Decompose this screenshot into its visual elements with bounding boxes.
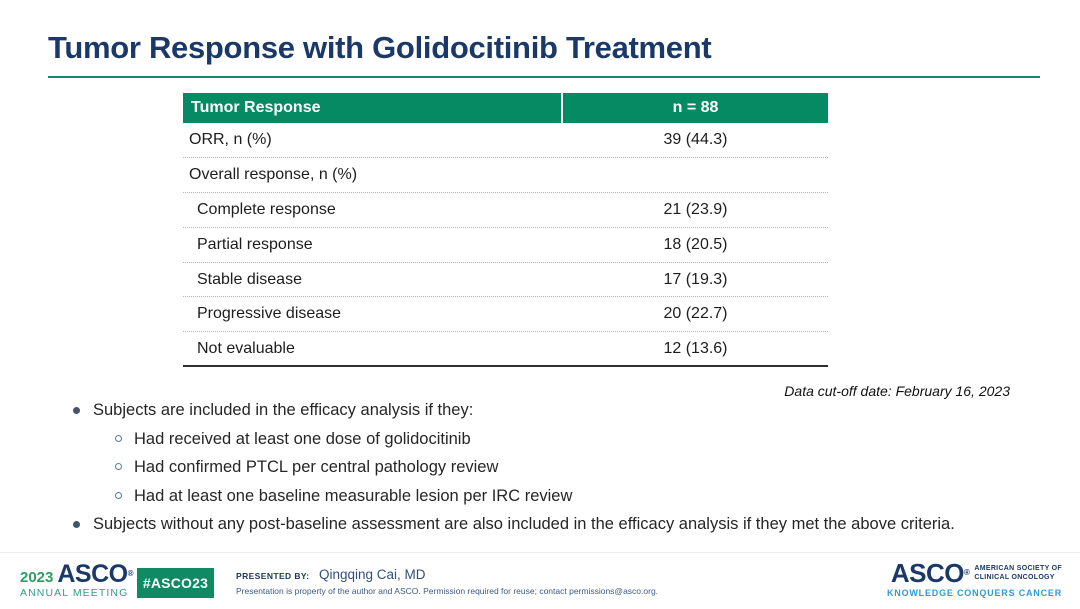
- bullet-text: Had received at least one dose of golido…: [134, 429, 471, 448]
- presented-by-line: PRESENTED BY: Qingqing Cai, MD: [236, 566, 426, 584]
- row-value: 18 (20.5): [663, 235, 728, 253]
- page-title: Tumor Response with Golidocitinib Treatm…: [48, 30, 712, 65]
- bullet-item: Subjects are included in the efficacy an…: [70, 399, 1072, 421]
- tumor-response-table: Tumor Response n = 88 ORR, n (%) 39 (44.3…: [183, 93, 828, 368]
- table-row: Overall response, n (%): [183, 158, 828, 193]
- bullet-text: Had confirmed PTCL per central pathology…: [134, 458, 499, 476]
- presenter-name: Qingqing Cai, MD: [318, 567, 426, 582]
- bullet-text: Subjects are included in the efficacy an…: [93, 401, 474, 419]
- society-line2: CLINICAL ONCOLOGY: [974, 574, 1055, 581]
- row-label: ORR, n (%): [189, 130, 272, 148]
- table-row: Partial response 18 (20.5): [183, 228, 828, 263]
- row-value: 39 (44.3): [663, 130, 728, 148]
- table-row: Stable disease 17 (19.3): [183, 263, 828, 298]
- bullet-text: Had at least one baseline measurable les…: [134, 486, 573, 505]
- bullet-item: Had received at least one dose of golido…: [112, 428, 1072, 450]
- title-underline: [48, 76, 1040, 78]
- meeting-year: 2023: [20, 569, 54, 586]
- bullet-circle-icon: [115, 434, 122, 442]
- row-label: Complete response: [197, 200, 336, 218]
- table-row: ORR, n (%) 39 (44.3): [183, 123, 828, 158]
- bullet-item: Had at least one baseline measurable les…: [112, 485, 1072, 507]
- table-header-n: n = 88: [672, 99, 719, 116]
- bullet-dot-icon: [73, 521, 80, 528]
- registered-mark-icon: ®: [963, 568, 970, 577]
- registered-mark-icon: ®: [127, 569, 134, 578]
- bullet-dot-icon: [73, 407, 80, 414]
- table-row: Progressive disease 20 (22.7): [183, 297, 828, 333]
- bullet-circle-icon: [115, 491, 122, 499]
- table-header-tumor-response: Tumor Response: [183, 93, 563, 123]
- asco-annual-meeting-logo: 2023 ASCO® ANNUAL MEETING: [20, 560, 134, 600]
- copyright-disclaimer: Presentation is property of the author a…: [236, 586, 659, 596]
- row-value: 20 (22.7): [663, 305, 728, 323]
- hashtag-badge: #ASCO23: [137, 568, 214, 598]
- society-name: AMERICAN SOCIETY OF CLINICAL ONCOLOGY: [974, 564, 1062, 582]
- row-label: Not evaluable: [197, 339, 295, 357]
- annual-meeting-label: ANNUAL MEETING: [20, 587, 129, 599]
- row-value: 21 (23.9): [663, 200, 728, 218]
- row-label: Overall response, n (%): [189, 165, 358, 183]
- row-label: Partial response: [197, 235, 313, 253]
- table-header-row: Tumor Response n = 88: [183, 93, 828, 123]
- bullet-item: Subjects without any post-baseline asses…: [70, 513, 1072, 535]
- society-line1: AMERICAN SOCIETY OF: [974, 565, 1062, 572]
- row-label: Stable disease: [197, 270, 302, 288]
- row-value: 17 (19.3): [663, 270, 728, 288]
- asco-society-logo: ASCO® AMERICAN SOCIETY OF CLINICAL ONCOL…: [886, 558, 1062, 598]
- row-value: 12 (13.6): [663, 339, 728, 357]
- bullet-item: Had confirmed PTCL per central pathology…: [112, 456, 1072, 478]
- table-row: Not evaluable 12 (13.6): [183, 332, 828, 368]
- asco-logo-text-right: ASCO®: [890, 558, 970, 588]
- table-row: Complete response 21 (23.9): [183, 193, 828, 228]
- bullet-list: Subjects are included in the efficacy an…: [70, 399, 1072, 542]
- bullet-text: Subjects without any post-baseline asses…: [93, 515, 955, 533]
- slide-footer: 2023 ASCO® ANNUAL MEETING #ASCO23 PRESEN…: [0, 552, 1080, 609]
- table-body: ORR, n (%) 39 (44.3) Overall response, n (…: [183, 123, 828, 368]
- data-cutoff-note: Data cut-off date: February 16, 2023: [784, 383, 1010, 399]
- asco-tagline: KNOWLEDGE CONQUERS CANCER: [886, 588, 1062, 598]
- bullet-circle-icon: [115, 463, 122, 470]
- presented-by-label: PRESENTED BY:: [236, 571, 310, 581]
- asco-logo-text: ASCO®: [57, 560, 134, 588]
- row-label: Progressive disease: [197, 305, 342, 323]
